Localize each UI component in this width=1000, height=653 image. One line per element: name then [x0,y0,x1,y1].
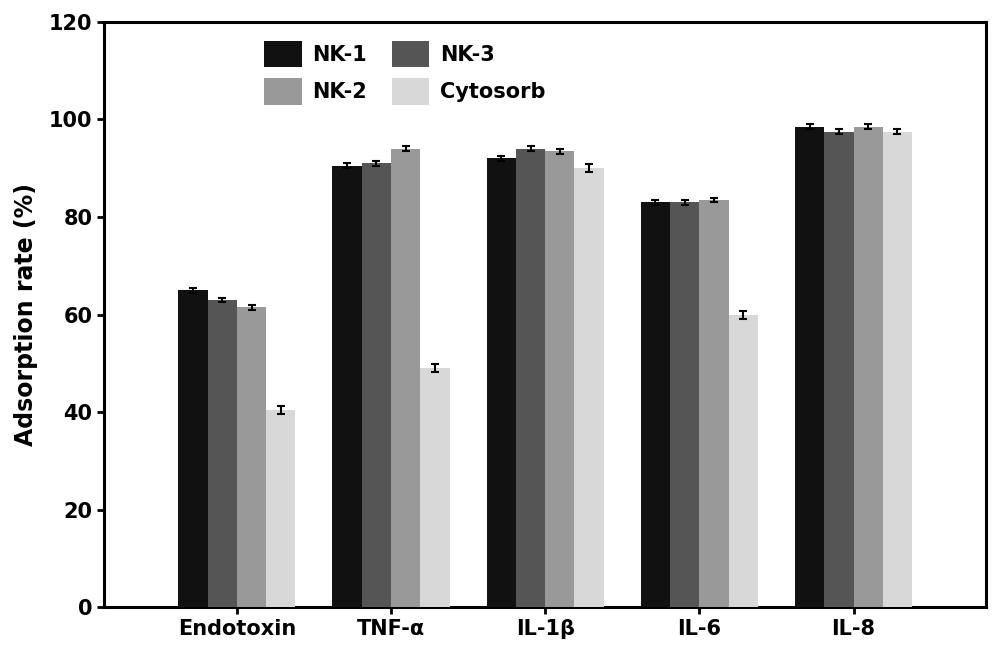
Bar [795,127,824,607]
Bar [699,200,729,607]
Bar [420,368,450,607]
Bar [208,300,237,607]
Bar [641,202,670,607]
Bar [391,149,420,607]
Bar [178,290,208,607]
Y-axis label: Adsorption rate (%): Adsorption rate (%) [14,183,38,446]
Bar [854,127,883,607]
Bar [487,159,516,607]
Bar [266,409,295,607]
Bar [545,151,574,607]
Bar [670,202,699,607]
Bar [574,168,604,607]
Bar [332,166,362,607]
Bar [824,132,854,607]
Bar [729,315,758,607]
Bar [237,308,266,607]
Bar [516,149,545,607]
Bar [362,163,391,607]
Bar [883,132,912,607]
Legend: NK-1, NK-2, NK-3, Cytosorb: NK-1, NK-2, NK-3, Cytosorb [256,32,554,113]
